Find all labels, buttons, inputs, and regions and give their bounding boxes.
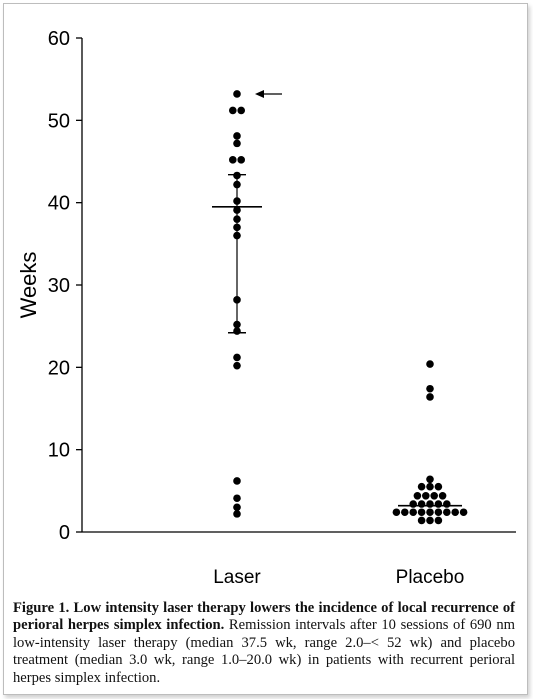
data-point-placebo [417, 482, 426, 491]
data-point-placebo [443, 508, 451, 517]
figure-frame [3, 3, 528, 695]
data-point-placebo [438, 491, 447, 500]
data-point-placebo [434, 508, 443, 517]
data-point-laser [229, 106, 237, 115]
data-point-placebo [426, 500, 434, 508]
data-point-placebo [409, 500, 418, 508]
data-point-laser [229, 156, 237, 164]
data-point-placebo [434, 482, 443, 491]
data-point-placebo [434, 500, 443, 508]
data-point-placebo [401, 508, 409, 517]
data-point-placebo [426, 360, 434, 368]
caption-body: Remission intervals after 10 sessions of… [13, 617, 515, 686]
data-point-placebo [426, 475, 434, 484]
data-point-placebo [426, 482, 434, 491]
data-point-placebo [422, 491, 430, 500]
data-point-laser [233, 494, 241, 503]
data-point-laser [237, 106, 245, 115]
data-point-laser [233, 503, 241, 512]
data-point-laser [233, 477, 241, 485]
data-point-placebo [434, 516, 443, 525]
data-point-placebo [451, 508, 460, 517]
y-tick-label-60: 60 [48, 28, 70, 50]
data-point-laser [233, 510, 241, 518]
data-point-placebo [417, 500, 426, 508]
y-tick-label-30: 30 [48, 275, 70, 297]
data-point-laser [233, 361, 241, 370]
annotation-arrow-head [255, 89, 264, 98]
data-point-placebo [430, 491, 439, 500]
data-point-placebo [417, 508, 426, 517]
data-point-placebo [417, 516, 426, 525]
dot-plot-chart: 0 10 20 30 40 50 60 Weeks Laser Placebo [16, 28, 516, 588]
y-tick-label-10: 10 [48, 440, 70, 462]
data-point-laser [233, 132, 241, 140]
y-tick-label-50: 50 [48, 110, 70, 132]
x-category-label-placebo: Placebo [396, 567, 465, 588]
data-point-placebo [426, 508, 434, 517]
data-point-placebo [409, 508, 418, 517]
data-point-placebo [413, 491, 422, 500]
y-tick-label-40: 40 [48, 193, 70, 215]
data-point-laser [233, 139, 241, 148]
y-tick-label-20: 20 [48, 357, 70, 379]
data-point-laser [233, 353, 241, 362]
data-point-laser [233, 90, 241, 98]
data-point-placebo [426, 384, 434, 393]
data-point-placebo [426, 393, 434, 401]
data-point-placebo [392, 508, 401, 517]
y-tick-label-0: 0 [59, 522, 70, 544]
data-point-placebo [459, 508, 468, 517]
y-axis-title: Weeks [16, 252, 41, 319]
data-point-placebo [426, 516, 434, 525]
caption-lead: Figure 1. Low intensity laser therapy lo… [13, 600, 515, 634]
x-category-label-laser: Laser [213, 567, 261, 588]
data-point-placebo [443, 500, 451, 508]
data-point-laser [237, 156, 245, 164]
figure-caption: Figure 1. Low intensity laser therapy lo… [13, 600, 515, 687]
